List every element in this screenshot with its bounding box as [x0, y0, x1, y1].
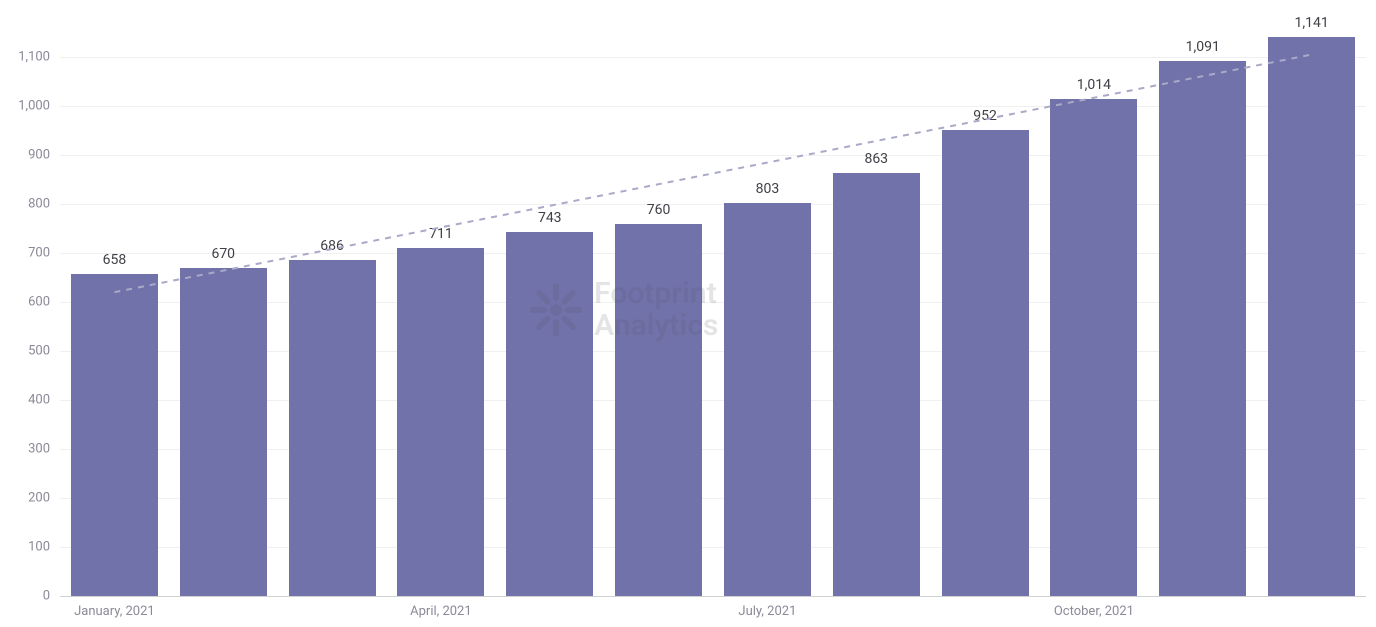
- y-axis-tick-label: 1,100: [0, 50, 50, 65]
- bar: [615, 224, 702, 596]
- bar: [1268, 37, 1355, 596]
- bar-value-label: 1,141: [1294, 15, 1328, 31]
- y-axis-tick-label: 300: [0, 442, 50, 457]
- x-axis-tick-label: July, 2021: [738, 604, 796, 619]
- bar-value-label: 863: [864, 151, 888, 167]
- bar: [180, 268, 267, 596]
- bar: [833, 173, 920, 596]
- bar: [942, 130, 1029, 596]
- bar: [289, 260, 376, 596]
- x-axis-tick-label: April, 2021: [410, 604, 472, 619]
- bar-value-label: 1,091: [1186, 39, 1220, 55]
- bar-value-label: 743: [538, 210, 562, 226]
- x-axis-baseline: [60, 596, 1366, 597]
- y-axis-tick-label: 100: [0, 540, 50, 555]
- bar-value-label: 1,014: [1077, 77, 1111, 93]
- bar-value-label: 658: [103, 252, 127, 268]
- bar: [397, 248, 484, 596]
- y-axis-tick-label: 400: [0, 393, 50, 408]
- bar: [1050, 99, 1137, 596]
- y-axis-tick-label: 0: [0, 589, 50, 604]
- gridline: [60, 57, 1366, 58]
- y-axis-tick-label: 600: [0, 295, 50, 310]
- x-axis-tick-label: October, 2021: [1054, 604, 1134, 619]
- bar: [506, 232, 593, 596]
- bar: [724, 203, 811, 596]
- y-axis-tick-label: 500: [0, 344, 50, 359]
- plot-area: 01002003004005006007008009001,0001,10065…: [60, 8, 1366, 596]
- y-axis-tick-label: 700: [0, 246, 50, 261]
- bar-value-label: 803: [756, 181, 780, 197]
- bar-chart: 0 100 200 300 400 500 600 700 800 900 1,000 1,100 65…: [0, 0, 1376, 627]
- bar-value-label: 711: [429, 226, 453, 242]
- bar-value-label: 670: [211, 246, 235, 262]
- bar-value-label: 952: [973, 108, 997, 124]
- x-axis-tick-label: January, 2021: [74, 604, 155, 619]
- bar-value-label: 686: [320, 238, 344, 254]
- bar: [1159, 61, 1246, 596]
- bar-value-label: 760: [647, 202, 671, 218]
- y-axis-tick-label: 900: [0, 148, 50, 163]
- y-axis-tick-label: 800: [0, 197, 50, 212]
- bar: [71, 274, 158, 596]
- y-axis-tick-label: 200: [0, 491, 50, 506]
- y-axis-tick-label: 1,000: [0, 99, 50, 114]
